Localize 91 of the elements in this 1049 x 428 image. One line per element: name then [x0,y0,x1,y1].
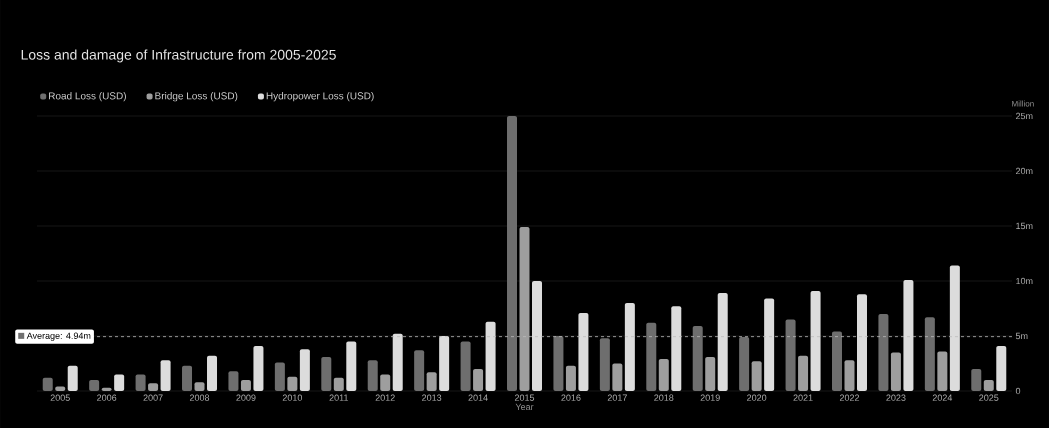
bar [160,360,171,391]
x-tick-label: 2012 [375,394,395,401]
x-tick-label: 2010 [282,394,303,401]
bar [751,361,762,391]
bar [785,319,796,391]
bar [739,337,750,391]
bar [764,298,775,391]
bar [717,293,728,391]
bar [671,306,682,391]
bar [903,279,914,391]
x-tick-label: 2021 [793,394,813,401]
bar [67,365,78,391]
bar [89,379,100,391]
x-tick-label: 2022 [839,394,860,401]
bar [392,333,403,391]
bar [692,326,703,391]
bar [890,352,901,391]
bar [578,312,589,391]
bar [996,345,1007,391]
bar [857,294,867,391]
y-tick-label: 25m [1015,112,1033,120]
bar [321,356,332,391]
bar [380,374,391,391]
bar [346,341,357,391]
bar [658,359,669,391]
ref-line-label: Average: 4.94m [26,332,91,341]
bar [937,351,948,391]
bar [624,302,635,391]
x-tick-label: 2013 [422,394,442,401]
x-tick-label: 2023 [886,394,906,401]
x-tick-label: 2020 [747,394,767,401]
bar [646,322,657,391]
x-tick-label: 2015 [514,394,535,401]
bar [532,280,543,391]
x-tick-label: 2024 [932,394,953,401]
bar [426,372,437,391]
x-tick-label: 2025 [979,394,999,401]
y-tick-label: 10m [1016,277,1033,285]
x-tick-label: 2017 [607,394,627,401]
x-tick-label: 2006 [97,394,117,401]
bar [599,338,610,391]
bar [705,356,716,391]
bar [810,290,821,391]
bar [182,365,193,391]
y-tick-label: 0 [1015,387,1021,395]
y-tick-label: 20m [1015,167,1033,175]
bar [924,317,935,391]
y-tick-label: 5m [1015,332,1028,340]
bar [274,362,285,391]
bar [612,363,623,391]
bar [228,371,239,391]
bar [878,313,889,391]
x-tick-label: 2018 [654,394,674,401]
bar [798,355,809,391]
y-axis-title: Million [1012,100,1034,107]
bar [287,376,298,391]
bar [439,335,450,391]
bar [485,321,496,391]
bar [135,374,146,391]
bar [367,360,378,391]
x-tick-label: 2007 [143,394,163,401]
bar [253,345,264,391]
bar [299,349,310,391]
bar [507,115,518,391]
bar [832,331,842,391]
bar [333,377,344,391]
bar [42,377,53,391]
bar [971,368,982,391]
chart-title: Loss and damage of Infrastructure from 2005-2025 [21,49,336,63]
legend-label: Road Loss (USD) [49,92,126,102]
bar [565,365,576,391]
x-tick-label: 2005 [50,394,70,401]
bar [207,355,218,391]
x-tick-label: 2009 [236,394,256,401]
bar [949,265,960,391]
bar [844,360,855,391]
bar [519,227,530,391]
x-tick-label: 2016 [561,394,581,401]
x-tick-label: 2019 [700,394,720,401]
y-tick-label: 15m [1016,222,1033,230]
bar [553,335,564,391]
legend-label: Bridge Loss (USD) [155,92,238,102]
legend-label: Hydropower Loss (USD) [266,92,374,102]
x-tick-label: 2008 [189,394,210,401]
x-axis-title: Year [515,403,534,411]
x-tick-label: 2014 [468,394,488,401]
bar [460,341,471,391]
x-tick-label: 2011 [329,394,349,401]
bar [473,368,484,391]
bar [114,374,125,391]
bar [414,350,425,391]
